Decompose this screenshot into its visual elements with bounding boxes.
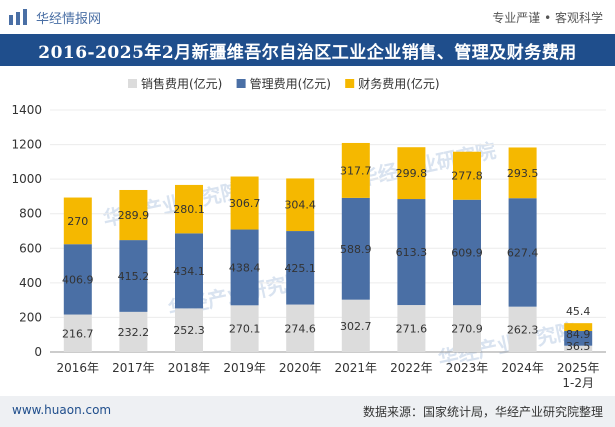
title-bar: 2016-2025年2月新疆维吾尔自治区工业企业销售、管理及财务费用 <box>0 34 615 66</box>
x-tick-label: 2023年 <box>446 361 489 375</box>
bar-segment <box>175 184 203 234</box>
bar-segment <box>453 199 481 306</box>
bar-segment <box>63 197 92 245</box>
x-tick-label: 2016年 <box>57 361 100 375</box>
bar-segment <box>286 231 315 305</box>
data-label: 317.7 <box>340 164 372 177</box>
data-label: 302.7 <box>340 320 372 333</box>
footer: www.huaon.com 数据来源：国家统计局，华经产业研究院整理 <box>0 396 615 427</box>
data-label: 270.1 <box>229 323 261 336</box>
x-tick-label: 2022年 <box>390 361 433 375</box>
y-tick-label: 0 <box>34 345 42 359</box>
x-tick-label: 1-2月 <box>562 376 594 390</box>
legend-swatch-3 <box>345 79 355 88</box>
bar-segment <box>341 299 370 352</box>
x-tick-label: 2024年 <box>501 361 544 375</box>
data-label: 434.1 <box>173 265 205 278</box>
y-tick-label: 600 <box>19 241 42 255</box>
x-tick-label: 2020年 <box>279 361 322 375</box>
data-label: 270.9 <box>451 323 483 336</box>
bar-segment <box>453 305 481 352</box>
bar-segment <box>564 331 593 346</box>
data-source-note: 数据来源：国家统计局，华经产业研究院整理 <box>362 405 603 419</box>
bar-segment <box>63 314 92 352</box>
footer-website-link[interactable]: www.huaon.com <box>12 403 112 417</box>
bar-segment <box>564 323 593 332</box>
bar-segment <box>341 142 370 198</box>
bar-segment <box>230 176 259 230</box>
bar-segment <box>230 305 259 352</box>
bar-segment <box>175 233 203 309</box>
bar-segment <box>508 147 537 199</box>
data-label: 289.9 <box>118 209 150 222</box>
data-label: 36.5 <box>566 340 591 353</box>
legend-swatch-2 <box>236 79 246 88</box>
data-label: 216.7 <box>62 327 94 340</box>
y-tick-label: 200 <box>19 310 42 324</box>
bar-segment <box>63 244 92 315</box>
data-label: 306.7 <box>229 197 261 210</box>
y-tick-label: 800 <box>19 207 42 221</box>
legend-swatch-1 <box>128 79 137 88</box>
data-label: 438.4 <box>229 261 261 274</box>
data-label: 425.1 <box>284 262 316 275</box>
data-label: 252.3 <box>173 324 205 337</box>
y-tick-label: 400 <box>19 276 42 290</box>
legend-label-1: 销售费用(亿元) <box>141 76 222 91</box>
data-label: 299.8 <box>396 167 428 180</box>
top-bar: 华经情报网 专业严谨 • 客观科学 <box>0 0 615 34</box>
x-tick-label: 2018年 <box>168 361 211 375</box>
data-label: 406.9 <box>62 273 94 286</box>
data-label: 588.9 <box>340 243 372 256</box>
bar-segment <box>341 197 370 300</box>
bar-segment <box>119 240 148 312</box>
chart-title: 2016-2025年2月新疆维吾尔自治区工业企业销售、管理及财务费用 <box>38 43 577 63</box>
bar-segment <box>230 229 259 306</box>
data-label: 274.6 <box>284 322 316 335</box>
bar-segment <box>564 345 593 352</box>
bar-segment <box>453 151 481 200</box>
data-label: 613.3 <box>396 246 428 259</box>
x-tick-label: 2021年 <box>335 361 378 375</box>
data-label: 271.6 <box>396 323 428 336</box>
data-label: 293.5 <box>507 167 539 180</box>
bar-segment <box>397 147 426 200</box>
data-label: 627.4 <box>507 246 539 259</box>
bar-segment <box>119 189 148 241</box>
data-label: 232.2 <box>118 326 150 339</box>
y-tick-label: 1000 <box>11 172 42 186</box>
x-tick-label: 2025年 <box>557 361 600 375</box>
bar-segment <box>508 198 537 307</box>
data-label: 270 <box>67 215 88 228</box>
y-tick-label: 1400 <box>11 103 42 117</box>
legend-label-2: 管理费用(亿元) <box>250 76 331 91</box>
data-label: 45.4 <box>566 305 591 318</box>
data-label: 415.2 <box>118 270 150 283</box>
x-tick-label: 2017年 <box>112 361 155 375</box>
x-tick-label: 2019年 <box>223 361 266 375</box>
brand-logo-icon <box>9 9 27 25</box>
y-tick-label: 1200 <box>11 138 42 152</box>
slogan: 专业严谨 • 客观科学 <box>492 11 603 25</box>
bar-segment <box>175 308 203 352</box>
data-label: 304.4 <box>284 199 316 212</box>
data-label: 262.3 <box>507 323 539 336</box>
data-label: 609.9 <box>451 246 483 259</box>
bar-segment <box>286 304 315 352</box>
bar-segment <box>397 305 426 352</box>
stacked-bar-chart: 华经产业研究院华经产业研究院华经产业研究院华经产业研究院销售费用(亿元)管理费用… <box>11 76 606 390</box>
data-label: 84.9 <box>566 328 591 341</box>
bar-segment <box>119 311 148 352</box>
bar-segment <box>397 199 426 306</box>
data-label: 280.1 <box>173 203 205 216</box>
data-label: 277.8 <box>451 170 483 183</box>
bar-segment <box>286 178 315 232</box>
bar-segment <box>508 306 537 352</box>
legend-label-3: 财务费用(亿元) <box>358 76 439 91</box>
brand-name[interactable]: 华经情报网 <box>36 12 102 27</box>
